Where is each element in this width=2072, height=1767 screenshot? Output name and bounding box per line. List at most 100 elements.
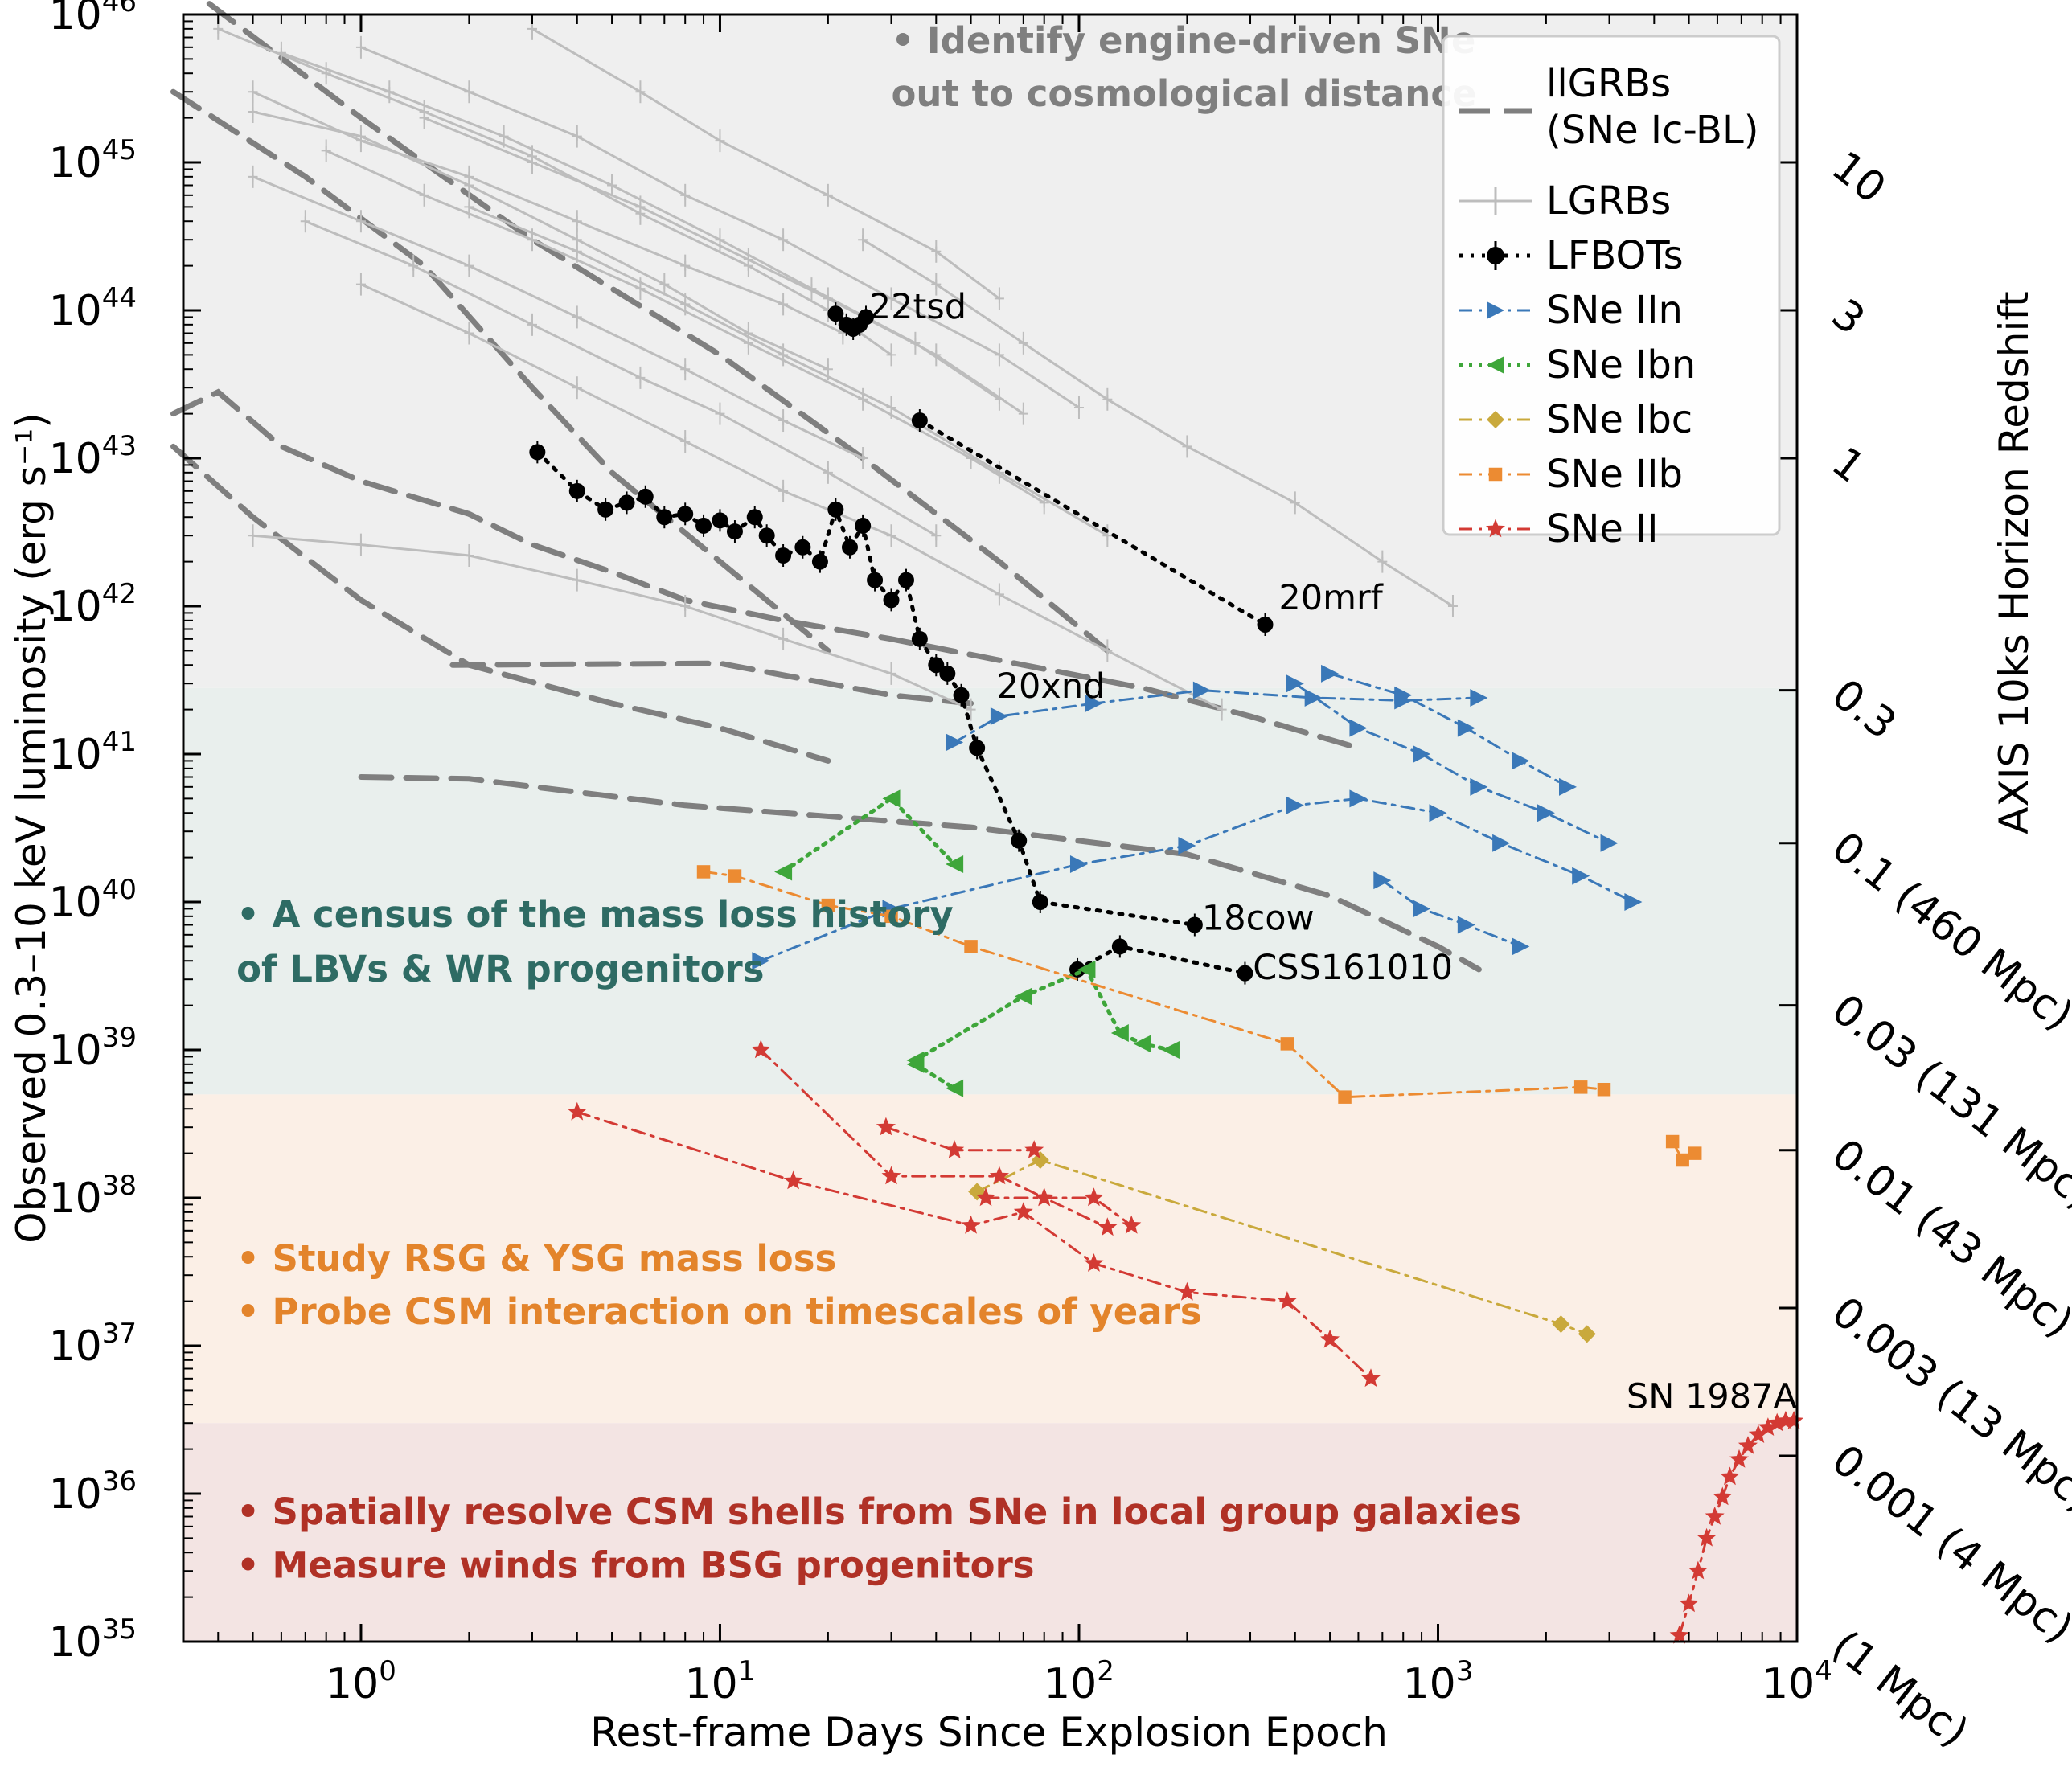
data-point [408,260,419,271]
y-tick-label: 1042 [49,578,137,631]
data-point [778,486,789,496]
data-point [1720,1466,1740,1486]
data-point [680,260,691,271]
data-point [1349,789,1368,808]
data-point [355,42,366,52]
data-point [1290,498,1300,508]
data-point [527,235,537,245]
data-point [1217,704,1227,715]
data-point [637,488,654,505]
data-point [966,704,976,715]
series-ii [876,1117,1044,1158]
data-point [464,328,474,338]
legend-entry-ii: SNe II [1459,506,1658,551]
data-point [715,235,725,245]
legend-entry-lgrb: LGRBs [1459,178,1671,223]
data-point [1487,411,1504,428]
legend-label: SNe Ibn [1546,342,1696,387]
data-point [1286,674,1304,693]
y-tick-label: 1041 [49,726,137,779]
data-point [1032,894,1048,910]
data-point [1014,987,1032,1006]
data-point [989,1166,1009,1185]
data-point [300,216,310,227]
data-point [823,364,833,375]
data-point [1069,961,1086,978]
data-point [746,509,763,526]
x-tick-label: 100 [326,1655,396,1708]
data-point [464,260,474,271]
data-point [635,284,646,294]
legend-label: SNe IIb [1546,452,1683,497]
data-point [1688,1560,1708,1580]
data-point [726,523,743,540]
data-point [1600,834,1619,852]
data-point [778,416,789,426]
data-point [1304,689,1323,707]
y-tick-label: 1035 [49,1613,137,1667]
data-point [964,940,978,953]
data-series [170,0,1804,1644]
series-line [170,388,1361,751]
data-point [1018,338,1028,348]
data-point [355,131,366,141]
annotation-label: SN 1987A [1627,1376,1798,1416]
data-point [886,402,896,412]
series-lgrb [464,195,1113,547]
data-point [248,87,258,97]
y-tick-label: 1046 [49,0,137,39]
data-point [886,531,896,541]
data-point [572,383,582,393]
y-tick-label: 1044 [49,282,137,335]
series-lgrb [355,273,1227,721]
data-point [946,855,964,874]
data-point [1457,916,1475,934]
series-line [531,27,1001,300]
series-ibn [906,960,1180,1069]
legend-entry-ibn: SNe Ibn [1459,342,1696,387]
x-axis-title: Rest-frame Days Since Explosion Epoch [590,1709,1388,1756]
data-point [1487,193,1504,209]
data-point [1758,1417,1778,1436]
data-point [758,527,775,544]
data-point [568,482,585,499]
series-line [1294,682,1610,845]
data-point [931,350,942,360]
data-point [1373,871,1392,890]
y-tick-label: 1038 [49,1170,137,1223]
data-point [1321,664,1340,683]
x-tick-label: 104 [1762,1655,1832,1708]
data-point [1665,1134,1680,1149]
data-point [1552,1315,1570,1334]
data-point [248,531,258,541]
legend-label: LGRBs [1546,178,1671,223]
data-point [994,293,1004,304]
data-point [752,952,770,970]
series-ibc [968,1151,1596,1343]
series-line [170,88,831,654]
region-label: • Identify engine-driven SNe [892,19,1476,62]
data-point [572,312,582,322]
series-line [917,418,1267,627]
data-point [911,412,928,429]
series-line [1381,879,1522,948]
data-point [1069,855,1088,874]
legend-entry-iib: SNe IIb [1459,452,1683,497]
legend-label: (SNe Ic-BL) [1546,108,1758,153]
data-point [931,279,942,289]
data-point [1192,681,1211,699]
region-label: • Measure winds from BSG progenitors [236,1544,1034,1587]
data-point [1470,777,1488,796]
data-point [635,87,646,97]
annotation-label: CSS161010 [1253,948,1453,988]
legend-entry-llgrb: llGRBs(SNe Ic-BL) [1459,61,1758,153]
data-point [823,190,833,200]
data-point [1360,1368,1381,1388]
series-lgrb [419,106,1028,425]
data-point [1122,1215,1142,1234]
data-point [1488,467,1503,482]
y-tick-label: 1040 [49,874,137,927]
legend-label: SNe II [1546,506,1658,551]
data-point [529,444,546,461]
data-point [1186,916,1203,933]
